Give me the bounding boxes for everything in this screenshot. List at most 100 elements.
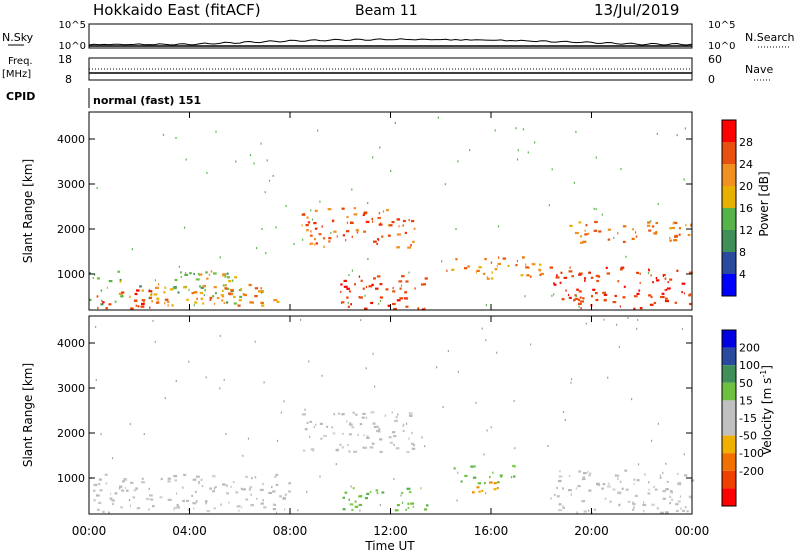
scatter-cell <box>402 501 404 504</box>
scatter-cell <box>662 490 667 493</box>
scatter-cell <box>631 237 635 240</box>
scatter-cell <box>353 450 357 453</box>
x-tick-label: 16:00 <box>474 524 509 538</box>
scatter-cell <box>381 235 384 238</box>
scatter-cell <box>230 288 234 292</box>
scatter-cell <box>348 290 352 293</box>
scatter-cell <box>205 502 207 505</box>
scatter-cell <box>583 472 587 475</box>
scatter-cell <box>674 221 678 225</box>
scatter-cell <box>367 202 369 205</box>
scatter-cell <box>201 485 204 488</box>
scatter-cell <box>578 470 582 473</box>
scatter-cell <box>276 511 278 514</box>
scatter-cell <box>342 234 345 237</box>
scatter-cell <box>213 286 217 289</box>
power-scatter <box>89 116 693 311</box>
scatter-cell <box>548 204 550 207</box>
scatter-cell <box>212 295 215 298</box>
scatter-cell <box>351 235 353 238</box>
scatter-cell <box>348 423 353 426</box>
scatter-cell <box>346 215 349 219</box>
scatter-cell <box>678 233 681 236</box>
scatter-cell <box>358 275 361 278</box>
scatter-cell <box>89 298 92 301</box>
scatter-cell <box>593 207 595 210</box>
scatter-cell <box>587 470 589 474</box>
scatter-cell <box>525 266 529 269</box>
scatter-cell <box>342 508 346 511</box>
x-tick-label: 08:00 <box>273 524 308 538</box>
x-tick-label: 12:00 <box>373 524 408 538</box>
scatter-cell <box>222 483 226 486</box>
scatter-cell <box>595 298 599 302</box>
scatter-cell <box>394 121 396 124</box>
scatter-cell <box>307 221 311 224</box>
scatter-cell <box>364 294 366 297</box>
scatter-cell <box>284 508 286 511</box>
scatter-cell <box>515 127 517 130</box>
scatter-cell <box>670 498 674 501</box>
scatter-cell <box>365 367 367 370</box>
scatter-cell <box>364 497 368 500</box>
scatter-cell <box>568 474 571 477</box>
colorbar-segment <box>722 330 736 348</box>
scatter-cell <box>341 432 344 435</box>
x-tick-label: 20:00 <box>574 524 609 538</box>
scatter-cell <box>513 475 516 478</box>
scatter-cell <box>225 484 228 487</box>
scatter-cell <box>584 279 586 282</box>
scatter-cell <box>578 305 580 308</box>
scatter-cell <box>100 303 104 306</box>
scatter-cell <box>193 272 195 276</box>
scatter-cell <box>323 245 325 248</box>
scatter-cell <box>688 294 692 297</box>
scatter-cell <box>363 212 368 215</box>
scatter-cell <box>420 487 422 490</box>
scatter-cell <box>199 285 201 288</box>
scatter-cell <box>260 301 264 304</box>
scatter-cell <box>486 429 488 432</box>
scatter-cell <box>649 303 654 306</box>
scatter-cell <box>346 287 350 290</box>
scatter-cell <box>360 319 362 322</box>
scatter-cell <box>193 507 195 510</box>
scatter-cell <box>564 419 566 421</box>
scatter-cell <box>213 507 216 510</box>
scatter-cell <box>309 234 313 237</box>
scatter-cell <box>359 296 363 299</box>
colorbar-tick-label: 4 <box>739 268 746 281</box>
scatter-cell <box>617 280 620 283</box>
scatter-cell <box>622 296 626 299</box>
power-panel: 1000 2000 3000 4000 Slant Range [km] 4 8 12 16… <box>21 111 771 311</box>
scatter-cell <box>408 271 410 274</box>
scatter-cell <box>245 498 249 501</box>
scatter-cell <box>370 301 374 305</box>
colorbar-tick-label: 20 <box>739 180 753 193</box>
nsky-frame <box>88 23 693 49</box>
colorbar-tick-label: 16 <box>739 202 753 215</box>
scatter-cell <box>396 218 400 221</box>
scatter-cell <box>393 478 395 481</box>
scatter-cell <box>588 271 591 274</box>
scatter-cell <box>620 266 625 269</box>
scatter-cell <box>343 285 348 288</box>
scatter-cell <box>580 241 584 244</box>
scatter-cell <box>689 302 692 306</box>
scatter-cell <box>369 446 374 449</box>
scatter-cell <box>261 228 263 230</box>
scatter-cell <box>648 294 652 297</box>
nave-label: Nave <box>745 63 773 76</box>
scatter-cell <box>673 221 676 224</box>
scatter-cell <box>350 485 352 488</box>
scatter-cell <box>489 481 493 484</box>
scatter-cell <box>561 298 565 301</box>
scatter-cell <box>121 291 125 294</box>
scatter-cell <box>349 422 352 425</box>
scatter-cell <box>441 260 443 263</box>
scatter-cell <box>665 288 668 291</box>
scatter-cell <box>631 398 633 401</box>
scatter-cell <box>137 305 140 308</box>
scatter-cell <box>186 499 190 502</box>
x-tick-label: 00:00 <box>72 524 107 538</box>
